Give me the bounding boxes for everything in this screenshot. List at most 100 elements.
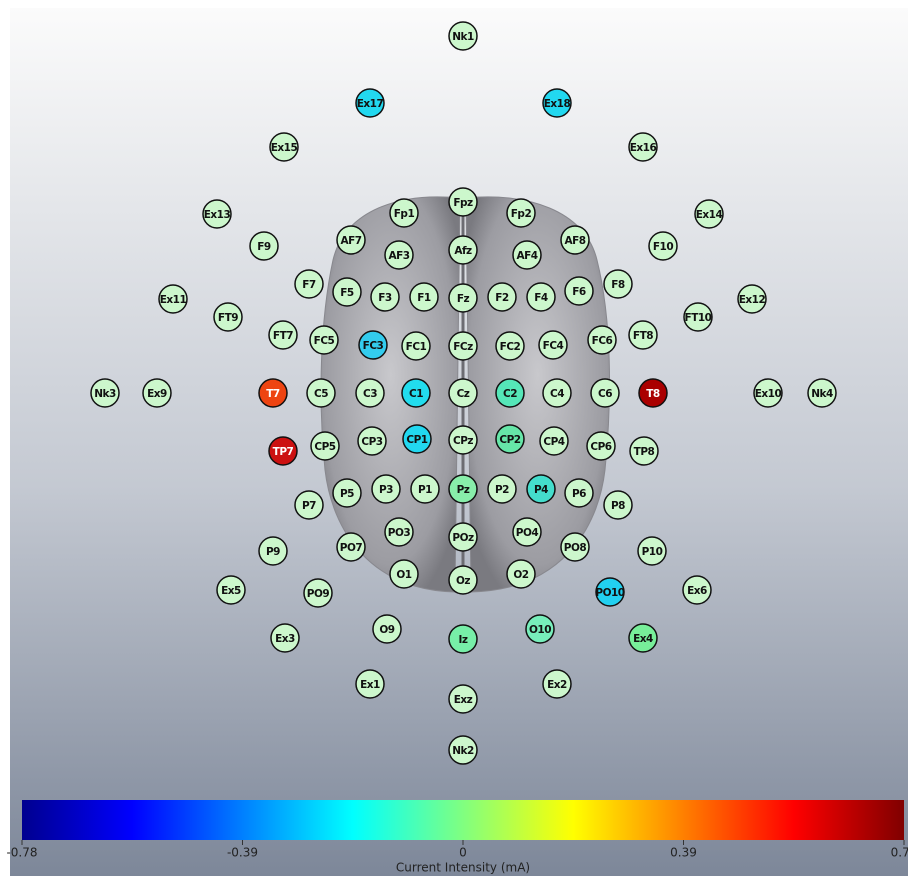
electrode-label: FT10	[685, 312, 712, 324]
electrode-label: Ex3	[275, 633, 295, 645]
electrode-label: CP3	[361, 436, 382, 448]
colorbar-tick-label: -0.78	[6, 846, 37, 860]
electrode-label: Ex6	[687, 585, 707, 597]
electrode-label: Ex12	[739, 294, 766, 306]
colorbar-tick-label: 0	[459, 846, 467, 860]
electrode-label: FCz	[453, 341, 473, 353]
electrode-label: O2	[513, 569, 528, 581]
electrode-label: Ex13	[204, 209, 231, 221]
electrode-label: Ex16	[630, 142, 657, 154]
electrode-label: PO3	[388, 527, 411, 539]
electrode-label: P9	[266, 546, 280, 558]
colorbar-tick-label: -0.39	[227, 846, 258, 860]
electrode-label: F3	[378, 292, 392, 304]
electrode-label: Fp2	[511, 208, 532, 220]
electrode-label: CP6	[590, 441, 611, 453]
electrode-label: C1	[409, 388, 423, 400]
electrode-label: Afz	[454, 245, 472, 257]
colorbar-tick-label: 0.39	[670, 846, 697, 860]
electrode-label: Iz	[458, 634, 467, 646]
electrode-label: C4	[550, 388, 564, 400]
electrode-label: PO8	[564, 542, 587, 554]
electrode-label: C3	[363, 388, 377, 400]
electrode-label: Fz	[457, 293, 470, 305]
electrode-label: AF4	[516, 250, 537, 262]
electrode-label: TP8	[634, 446, 655, 458]
electrode-label: AF3	[388, 250, 409, 262]
electrode-label: P3	[379, 484, 393, 496]
electrode-label: Ex10	[755, 388, 782, 400]
electrode-label: FC1	[406, 341, 427, 353]
electrode-label: PO10	[595, 587, 624, 599]
electrode-label: FC6	[592, 335, 613, 347]
electrode-label: F8	[611, 279, 625, 291]
electrode-label: FC3	[363, 340, 384, 352]
electrode-label: Ex11	[160, 294, 187, 306]
electrode-label: F7	[302, 279, 316, 291]
electrode-label: T7	[266, 388, 280, 400]
electrode-label: Ex1	[360, 679, 380, 691]
electrode-label: Ex14	[696, 209, 723, 221]
electrode-label: POz	[452, 532, 474, 544]
electrode-label: O9	[379, 624, 394, 636]
electrode-label: P7	[302, 500, 316, 512]
electrode-label: AF7	[340, 235, 361, 247]
electrode-label: Ex17	[357, 98, 384, 110]
electrode-label: Oz	[456, 575, 470, 587]
electrode-label: F2	[495, 292, 509, 304]
electrode-label: T8	[646, 388, 660, 400]
electrode-label: PO4	[516, 527, 539, 539]
electrode-label: P8	[611, 500, 625, 512]
colorbar-label: Current Intensity (mA)	[396, 861, 530, 875]
electrode-label: P4	[534, 484, 548, 496]
electrode-map: Nk1 Ex17 Ex18 Ex15 Ex16 Fpz Fp1 Fp2 Ex13 Ex14 AF7 A…	[0, 0, 908, 876]
electrode-label: Nk2	[452, 745, 474, 757]
colorbar-tick-label: 0.78	[891, 846, 908, 860]
electrode-label: O1	[396, 569, 411, 581]
electrode-label: P10	[642, 546, 663, 558]
electrode-label: Ex2	[547, 679, 567, 691]
electrode-label: Ex5	[221, 585, 241, 597]
electrode-label: Fpz	[453, 197, 473, 209]
electrode-label: Fp1	[394, 208, 415, 220]
electrode-label: C2	[503, 388, 517, 400]
colorbar	[22, 800, 904, 840]
electrode-label: P1	[418, 484, 432, 496]
electrode-label: F9	[257, 241, 271, 253]
electrode-label: P5	[340, 488, 354, 500]
electrode-label: CPz	[453, 435, 473, 447]
electrode-label: CP4	[543, 436, 564, 448]
electrode-label: Ex18	[544, 98, 571, 110]
electrode-label: FT9	[218, 312, 238, 324]
electrode-label: PO7	[340, 542, 363, 554]
electrode-label: TP7	[273, 446, 294, 458]
electrode-label: Exz	[454, 694, 473, 706]
electrode-label: Nk3	[94, 388, 116, 400]
electrode-label: C5	[314, 388, 328, 400]
electrode-label: FC2	[500, 341, 521, 353]
electrode-label: CP1	[406, 434, 427, 446]
electrode-label: CP5	[314, 441, 335, 453]
electrode-label: PO9	[307, 588, 330, 600]
electrode-label: P6	[572, 488, 586, 500]
electrode-label: Pz	[457, 484, 470, 496]
electrode-label: Ex4	[633, 633, 653, 645]
electrode-label: P2	[495, 484, 509, 496]
electrode-label: AF8	[564, 235, 585, 247]
electrode-label: FT7	[273, 330, 293, 342]
electrode-label: O10	[529, 624, 551, 636]
electrode-label: Ex9	[147, 388, 167, 400]
electrode-label: F5	[340, 287, 354, 299]
electrode-label: F1	[417, 292, 431, 304]
electrode-label: C6	[598, 388, 612, 400]
electrode-label: CP2	[499, 434, 520, 446]
electrode-label: FC4	[543, 340, 564, 352]
electrode-label: Nk4	[811, 388, 833, 400]
electrode-label: F6	[572, 286, 586, 298]
electrode-label: FC5	[314, 335, 335, 347]
electrode-label: Cz	[457, 388, 470, 400]
electrode-label: Nk1	[452, 31, 474, 43]
electrode-label: Ex15	[271, 142, 298, 154]
electrode-label: FT8	[633, 330, 653, 342]
electrode-label: F4	[534, 292, 548, 304]
